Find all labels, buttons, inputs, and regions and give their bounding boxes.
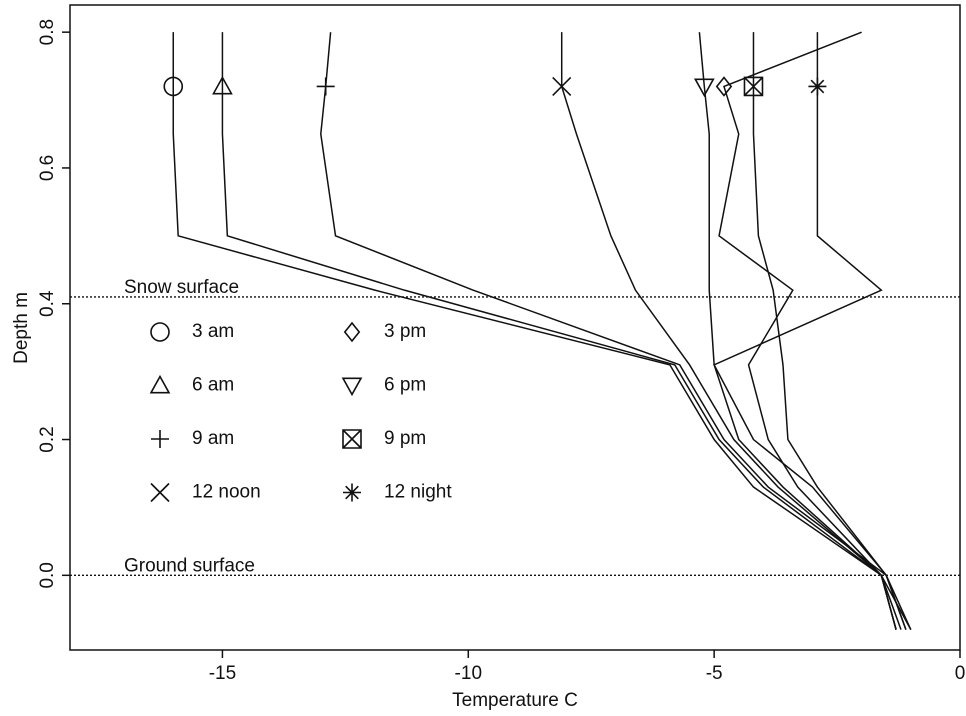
y-tick-label: 0.0: [37, 562, 58, 588]
legend-symbol: [149, 374, 171, 394]
x-axis-label: Temperature C: [452, 690, 578, 711]
legend-symbol: [342, 429, 362, 449]
x-tick-label: -10: [455, 663, 482, 684]
x-tick-label: 0: [955, 663, 966, 684]
reference-label: Snow surface: [124, 277, 239, 298]
legend-symbol: [343, 321, 361, 343]
legend-label: 3 am: [192, 321, 234, 342]
marker: [163, 76, 184, 97]
legend-label: 9 pm: [384, 428, 426, 449]
marker: [552, 76, 572, 97]
marker: [808, 77, 827, 96]
legend-label: 6 am: [192, 375, 234, 396]
legend-label: 12 night: [384, 482, 452, 503]
y-axis-label: Depth m: [11, 292, 32, 364]
series-line: [221, 32, 902, 630]
series-line: [752, 32, 907, 630]
plot-frame: [69, 4, 961, 651]
legend-symbol: [341, 377, 363, 397]
legend-label: 6 pm: [384, 375, 426, 396]
marker: [212, 75, 233, 95]
legend-symbol: [150, 482, 170, 503]
x-tick-label: -15: [209, 663, 236, 684]
legend-symbol: [151, 430, 169, 448]
series-line: [698, 32, 897, 630]
x-tick-label: -5: [706, 663, 723, 684]
legend-label: 9 am: [192, 428, 234, 449]
series-line: [172, 32, 897, 630]
marker: [743, 76, 764, 97]
series-line: [320, 32, 907, 630]
legend-symbol: [343, 483, 361, 502]
y-tick-label: 0.6: [37, 155, 58, 181]
y-tick-label: 0.8: [37, 19, 58, 45]
series-line: [718, 31, 897, 630]
y-tick-label: 0.4: [37, 290, 58, 317]
reference-label: Ground surface: [124, 555, 255, 576]
marker: [693, 78, 715, 98]
legend-symbol: [150, 322, 170, 342]
legend-label: 3 pm: [384, 321, 426, 342]
y-tick-label: 0.2: [37, 426, 58, 452]
legend-label: 12 noon: [192, 482, 261, 503]
marker: [715, 76, 733, 97]
series-line: [560, 32, 912, 630]
marker: [316, 77, 335, 96]
series-line: [713, 32, 912, 630]
